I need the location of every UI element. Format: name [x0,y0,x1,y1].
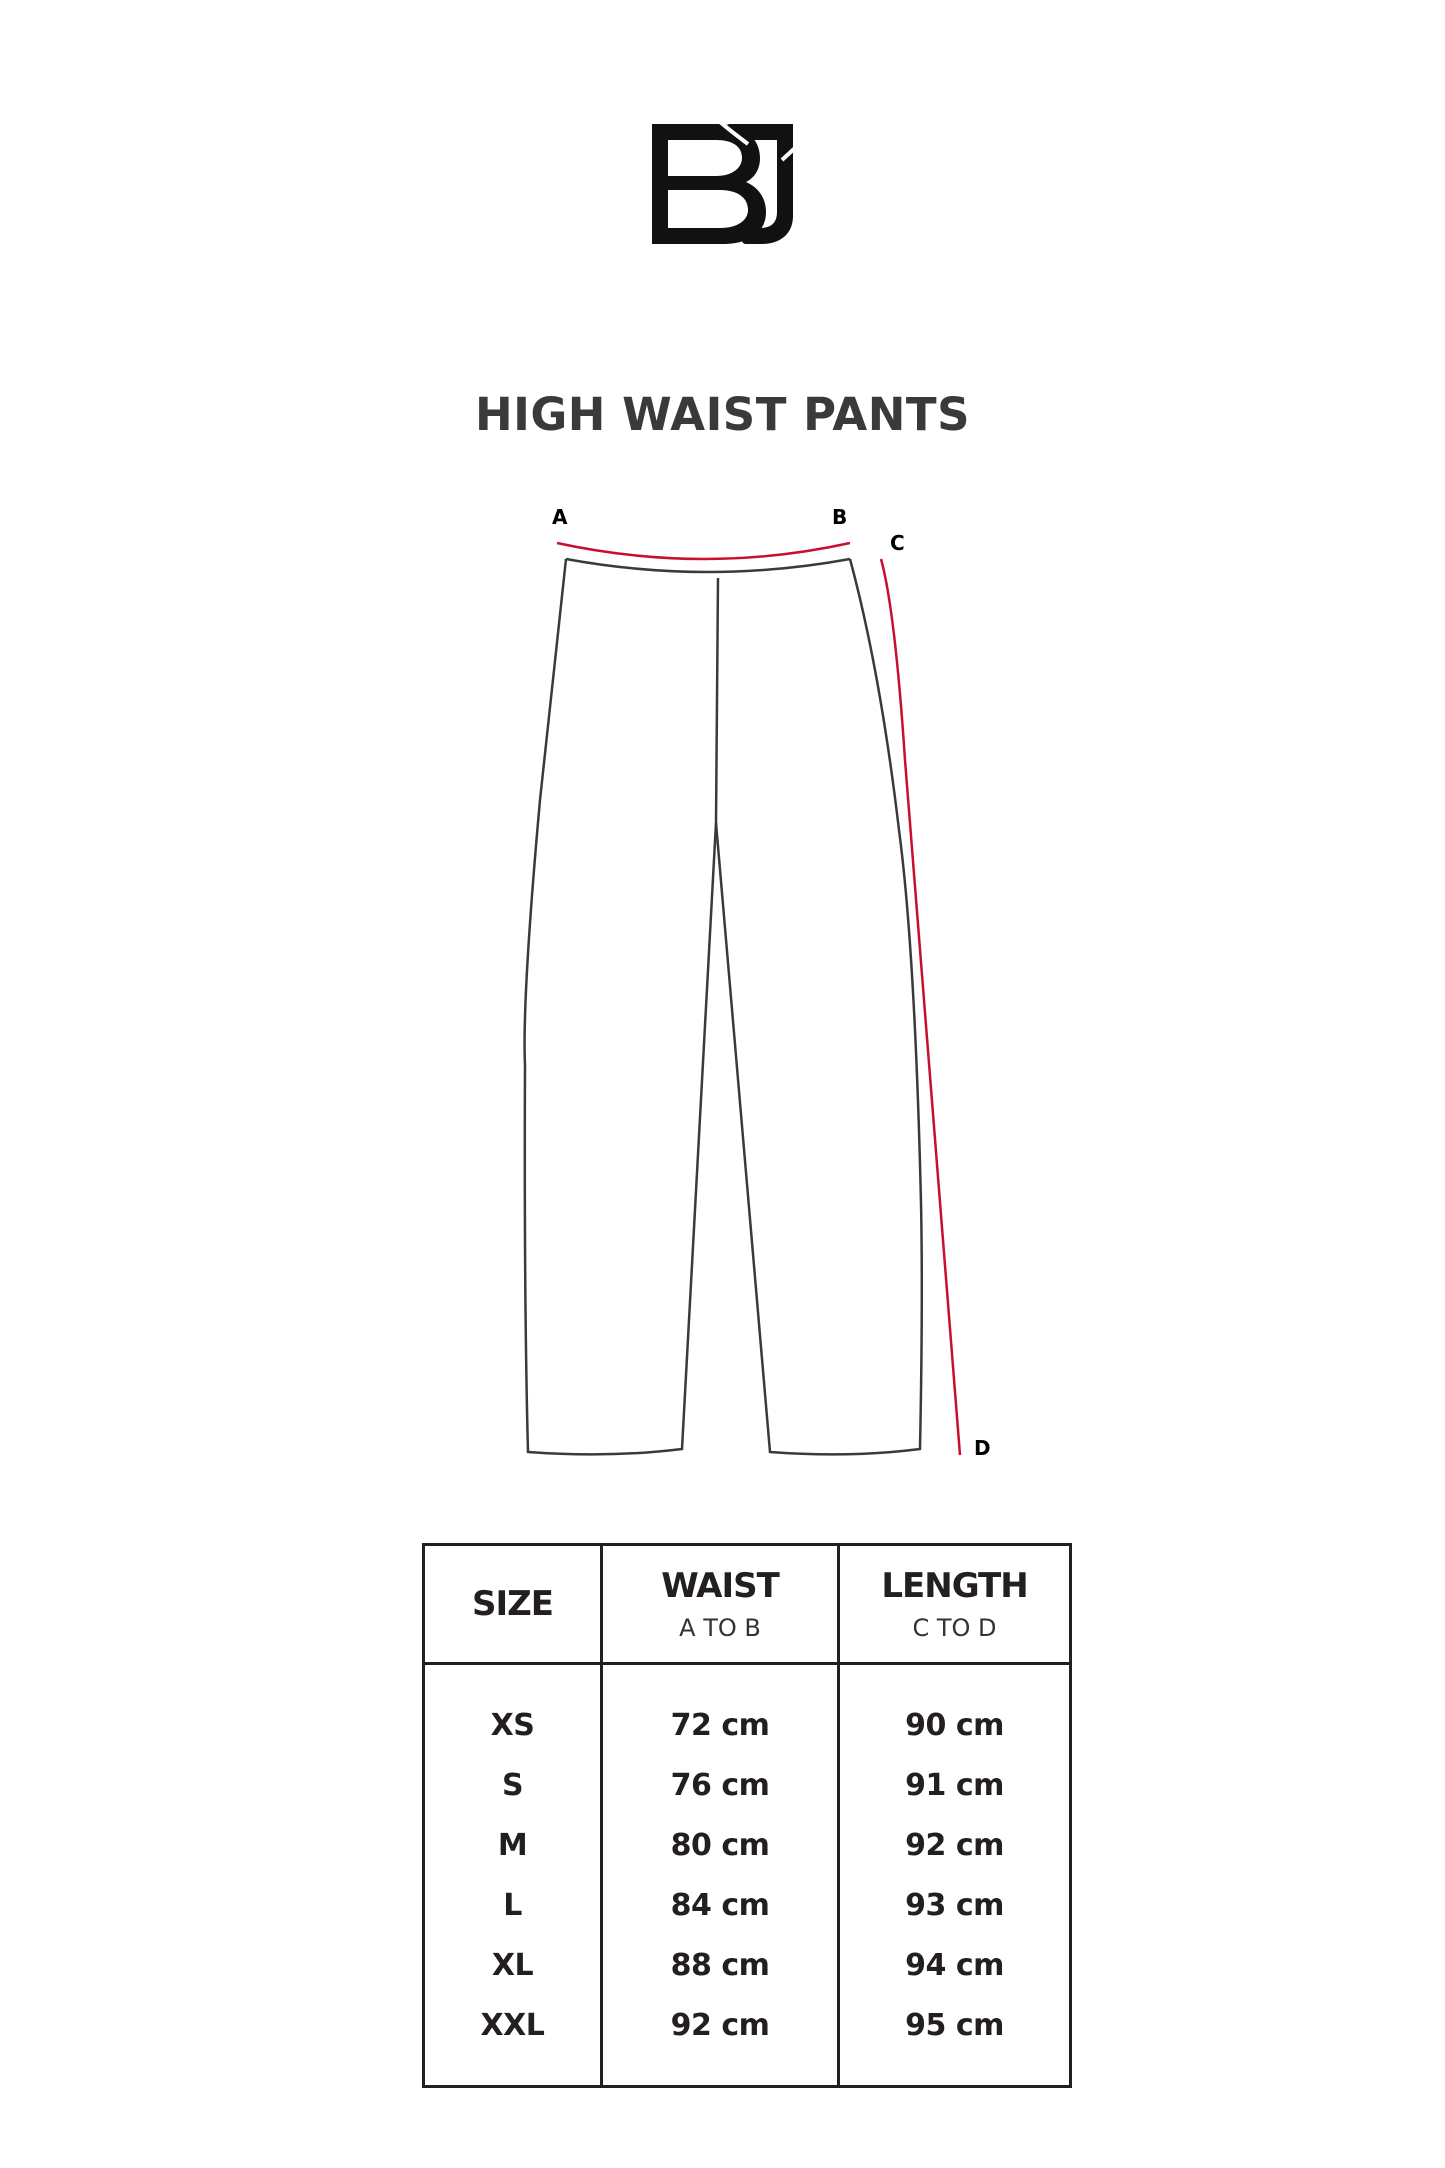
cell-size: XL [422,1935,603,1995]
brand-logo [652,122,795,244]
cell-size: XXL [422,1995,603,2055]
cell-length: 92 cm [837,1815,1072,1875]
cell-length: 94 cm [837,1935,1072,1995]
header-waist: WAIST A TO B [600,1544,840,1664]
table-row: XS 72 cm 90 cm [422,1695,1072,1755]
cell-size: XS [422,1695,603,1755]
point-a-label: A [552,505,568,529]
waist-measure-line [556,541,851,561]
cell-length: 90 cm [837,1695,1072,1755]
cell-waist: 84 cm [600,1875,840,1935]
cell-size: S [422,1755,603,1815]
pants-outline [523,557,924,1456]
cell-size: M [422,1815,603,1875]
cell-waist: 92 cm [600,1995,840,2055]
cell-size: L [422,1875,603,1935]
point-b-label: B [832,505,847,529]
cell-length: 95 cm [837,1995,1072,2055]
point-d-label: D [974,1436,991,1460]
table-row: L 84 cm 93 cm [422,1875,1072,1935]
table-row: S 76 cm 91 cm [422,1755,1072,1815]
point-c-label: C [890,531,905,555]
cell-waist: 76 cm [600,1755,840,1815]
table-row: XXL 92 cm 95 cm [422,1995,1072,2055]
page-title: HIGH WAIST PANTS [474,388,971,441]
cell-length: 91 cm [837,1755,1072,1815]
cell-waist: 80 cm [600,1815,840,1875]
header-length: LENGTH C TO D [837,1544,1072,1664]
cell-waist: 72 cm [600,1695,840,1755]
table-row: M 80 cm 92 cm [422,1815,1072,1875]
cell-length: 93 cm [837,1875,1072,1935]
measure-lines [556,541,962,1456]
cell-waist: 88 cm [600,1935,840,1995]
table-row: XL 88 cm 94 cm [422,1935,1072,1995]
size-chart-table: SIZE WAIST A TO B LENGTH C TO D XS 72 cm 90 … [422,1543,1072,2088]
header-size: SIZE [422,1544,603,1664]
length-measure-line [879,558,962,1456]
